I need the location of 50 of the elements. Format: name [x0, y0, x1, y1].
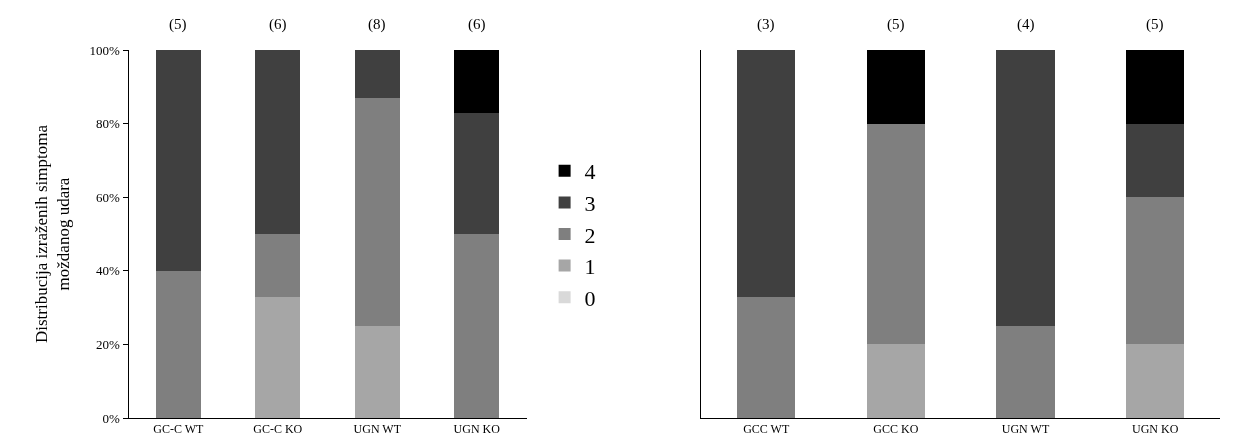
bar: [1125, 50, 1185, 124]
text: (6): [468, 16, 486, 33]
x-tick-label: GC-C KO: [253, 422, 303, 437]
x-tick-label: GCC KO: [873, 422, 919, 437]
bar: [354, 326, 400, 418]
text: (6): [269, 16, 287, 33]
bar: [354, 97, 400, 326]
bar: [255, 234, 301, 297]
bar: [1125, 123, 1185, 198]
y-tick-label: 20%: [96, 336, 121, 352]
x-tick-label: UGN KO: [453, 422, 501, 437]
text: (4): [1017, 16, 1035, 33]
y-tick-label: 0%: [102, 410, 121, 426]
x-tick-label: UGN WT: [1001, 422, 1050, 437]
bar: [866, 123, 926, 345]
bar: [866, 344, 926, 418]
x-tick-label: GCC WT: [743, 422, 790, 437]
x-tick-label: UGN WT: [353, 422, 402, 437]
bar: [996, 50, 1055, 326]
text: (5): [887, 16, 905, 33]
legend-label: 4: [584, 159, 596, 185]
legend-label: 0: [584, 285, 596, 311]
bar: [354, 50, 400, 98]
y-tick-label: 40%: [96, 263, 121, 279]
text: (5): [1146, 16, 1164, 33]
bar: [155, 270, 201, 418]
bar: [1125, 344, 1185, 418]
bar: [454, 50, 500, 113]
bar: [737, 50, 796, 297]
bar: [996, 326, 1055, 418]
y-tick-label: 100%: [89, 42, 121, 58]
legend-label: 1: [584, 254, 596, 280]
text: (3): [757, 16, 775, 33]
bar: [454, 234, 500, 418]
y-tick-label: 80%: [96, 116, 121, 132]
x-tick-label: UGN KO: [1131, 422, 1179, 437]
bar: [155, 50, 201, 271]
bar: [866, 50, 926, 124]
text: (5): [169, 16, 187, 33]
bar: [1125, 197, 1185, 345]
y-tick-label: 60%: [96, 189, 121, 205]
bar: [454, 112, 500, 234]
bar: [255, 50, 301, 234]
text: (8): [368, 16, 386, 33]
x-tick-label: GC-C WT: [153, 422, 205, 437]
bar: [255, 296, 301, 418]
legend-label: 2: [584, 222, 596, 248]
y-axis-title: Distribucija izraženih simptoma moždanog udara: [32, 124, 74, 344]
legend-label: 3: [584, 190, 596, 216]
bar: [737, 296, 796, 418]
